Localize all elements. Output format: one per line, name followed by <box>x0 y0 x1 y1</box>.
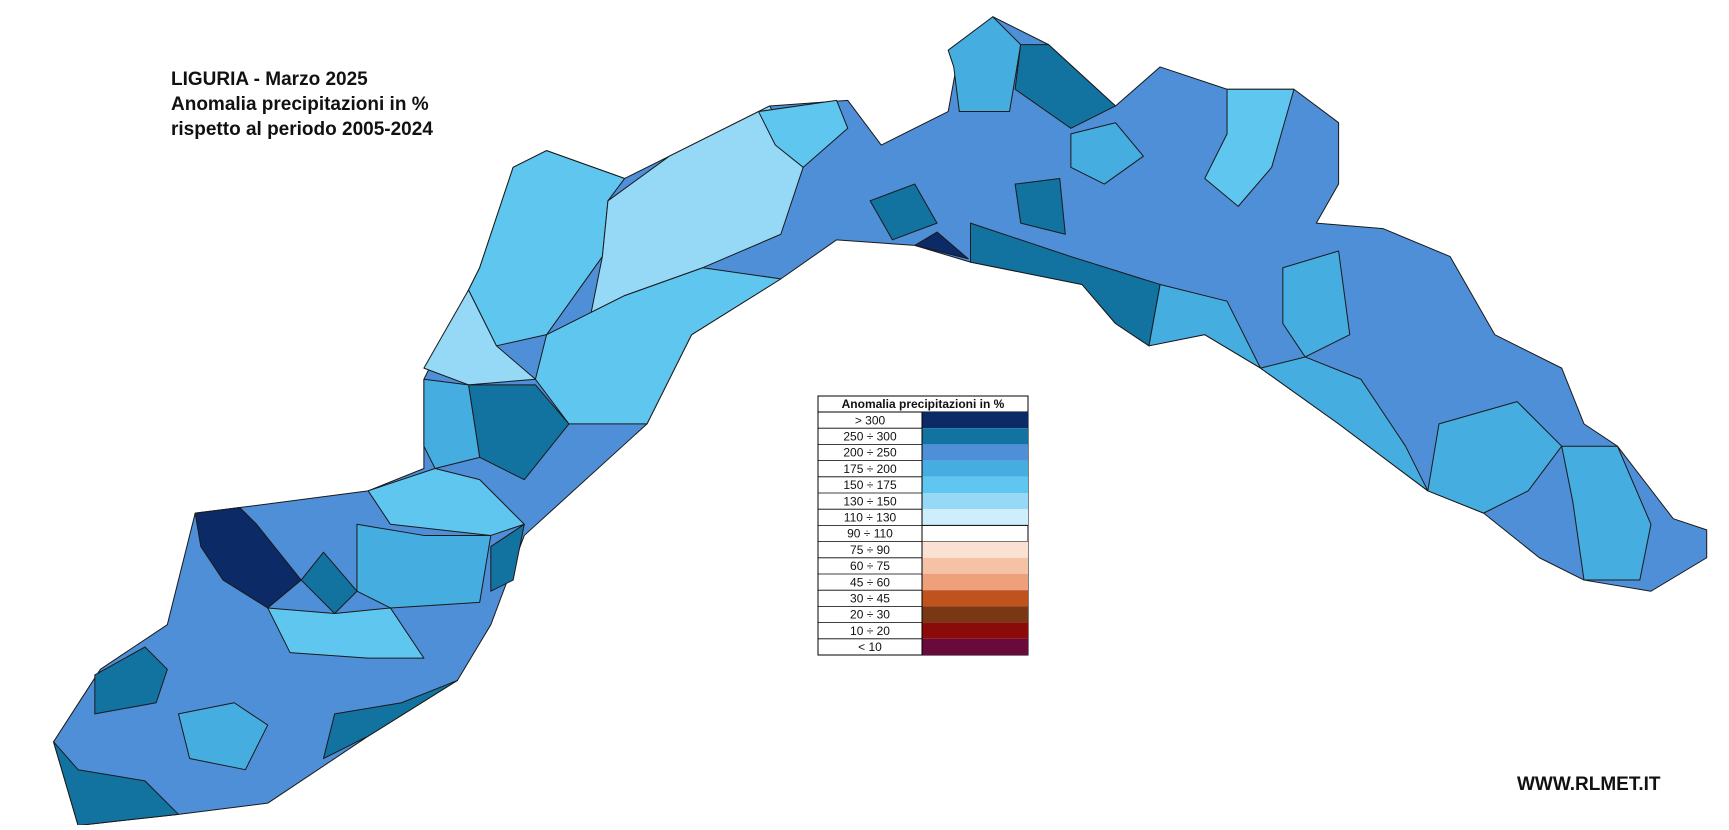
zone <box>914 231 969 260</box>
legend-label: 60 ÷ 75 <box>850 559 890 573</box>
title-line: Anomalia precipitazioni in % <box>171 94 429 115</box>
legend-swatch <box>922 574 1028 591</box>
title-line: LIGURIA - Marzo 2025 <box>171 69 368 90</box>
title-line: rispetto al periodo 2005-2024 <box>171 119 433 140</box>
legend-label: 75 ÷ 90 <box>850 543 890 557</box>
zone <box>869 183 938 241</box>
zone <box>194 507 302 609</box>
legend-swatch <box>922 590 1028 607</box>
legend-swatch <box>922 541 1028 558</box>
legend-swatch <box>921 524 1029 543</box>
legend-swatch <box>922 509 1028 526</box>
legend-swatch <box>922 460 1028 477</box>
zone <box>53 741 179 826</box>
title-block: LIGURIA - Marzo 2025 Anomalia precipitazi… <box>171 69 433 140</box>
legend-swatch <box>922 622 1028 639</box>
legend-swatch <box>922 476 1028 493</box>
legend-swatch <box>922 428 1028 445</box>
legend-swatch <box>922 557 1028 574</box>
zone <box>947 16 1022 113</box>
legend-label: > 300 <box>855 413 886 427</box>
zone <box>468 150 626 347</box>
zone <box>177 702 269 771</box>
legend-label: 175 ÷ 200 <box>843 462 897 476</box>
zone <box>590 105 804 313</box>
zone <box>758 99 849 168</box>
legend-swatch <box>922 638 1028 655</box>
zone <box>969 222 1161 347</box>
zone <box>267 607 425 659</box>
zone <box>1014 177 1066 235</box>
watermark: WWW.RLMET.IT <box>1517 774 1661 795</box>
zone <box>1070 122 1144 185</box>
legend-label: 110 ÷ 130 <box>844 510 897 524</box>
legend-label: 150 ÷ 175 <box>843 478 897 492</box>
legend-label: 10 ÷ 20 <box>850 624 890 638</box>
legend-label: 45 ÷ 60 <box>850 575 890 589</box>
zone <box>1561 445 1652 581</box>
legend-label: 90 ÷ 110 <box>847 527 893 541</box>
legend-label: 130 ÷ 150 <box>843 494 897 508</box>
legend-title: Anomalia precipitazioni in % <box>842 397 1005 411</box>
legend-swatch <box>922 412 1028 429</box>
legend-label: 200 ÷ 250 <box>843 446 897 460</box>
zone <box>490 523 525 592</box>
zone <box>356 523 492 609</box>
zone <box>534 267 782 425</box>
zone <box>1204 88 1295 207</box>
legend-label: < 10 <box>858 640 882 654</box>
zone <box>423 378 481 470</box>
legend-label: 20 ÷ 30 <box>850 608 890 622</box>
legend-swatch <box>922 606 1028 623</box>
zone <box>1014 44 1117 129</box>
legend-label: 30 ÷ 45 <box>850 591 890 605</box>
zone <box>1148 283 1262 369</box>
legend-swatch <box>922 493 1028 510</box>
liguria-map <box>53 16 1708 826</box>
zone <box>94 646 168 715</box>
zone <box>423 289 536 386</box>
legend-swatch <box>922 444 1028 461</box>
zone <box>322 679 458 760</box>
zone <box>1427 401 1563 514</box>
legend: Anomalia precipitazioni in % > 300 250 ÷ 3… <box>817 395 1029 656</box>
legend-label: 250 ÷ 300 <box>843 429 897 443</box>
zone <box>1282 250 1351 358</box>
